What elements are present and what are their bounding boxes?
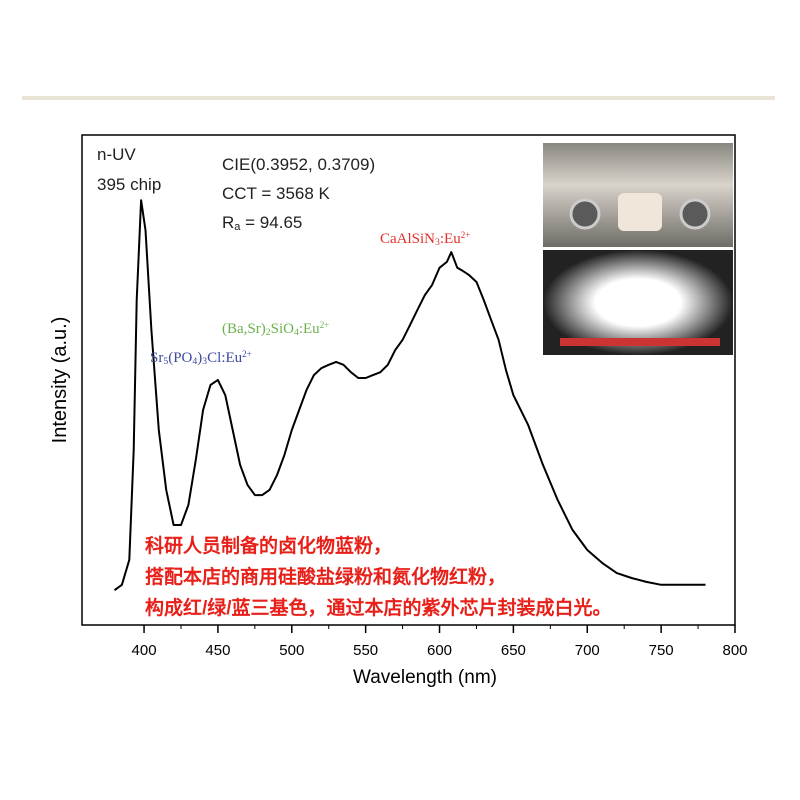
- annotation-part: (Ba,Sr): [222, 321, 266, 337]
- x-tick-label: 700: [575, 642, 600, 659]
- annotation-part: Cl:Eu: [207, 350, 243, 366]
- plot-frame: [81, 134, 736, 626]
- annotation-part: R: [222, 213, 234, 232]
- x-tick-label: 600: [427, 642, 452, 659]
- annotation-part: 395 chip: [97, 175, 161, 194]
- y-axis-label: Intensity (a.u.): [49, 317, 71, 444]
- spectrum-line: [113, 199, 706, 592]
- annotation-part: n-UV: [97, 145, 136, 164]
- annotation-part: (PO: [168, 350, 192, 366]
- annotation-part: Sr: [150, 350, 163, 366]
- annotation-part: = 94.65: [240, 213, 302, 232]
- annotation-part: CaAlSiN: [380, 231, 435, 247]
- annotation: CIE(0.3952, 0.3709): [222, 155, 375, 174]
- separator: [22, 96, 775, 100]
- annotation-part: 2+: [242, 349, 252, 359]
- x-tick-label: 750: [649, 642, 674, 659]
- x-tick-label: 400: [132, 642, 157, 659]
- annotation: 395 chip: [97, 175, 161, 194]
- note-line: 搭配本店的商用硅酸盐绿粉和氮化物红粉，: [145, 565, 506, 588]
- annotation: Ra = 94.65: [222, 213, 302, 233]
- note-line: 构成红/绿/蓝三基色，通过本店的紫外芯片封装成白光。: [145, 596, 612, 619]
- annotation: CaAlSiN3:Eu2+: [380, 230, 470, 247]
- annotation-part: 2+: [320, 320, 330, 330]
- annotation-part: 3: [435, 237, 440, 248]
- x-tick-label: 550: [353, 642, 378, 659]
- annotation-part: ): [197, 350, 202, 366]
- photo-inset: [543, 143, 733, 355]
- x-tick-label: 450: [205, 642, 230, 659]
- x-axis-label: Wavelength (nm): [353, 667, 497, 688]
- annotation-part: CIE(0.3952, 0.3709): [222, 155, 375, 174]
- x-tick-label: 650: [501, 642, 526, 659]
- note-line: 科研人员制备的卤化物蓝粉，: [145, 534, 392, 557]
- annotation-part: SiO: [271, 321, 295, 337]
- annotation-part: 4: [192, 356, 197, 367]
- annotation-part: a: [234, 221, 241, 233]
- annotation-part: CCT = 3568 K: [222, 184, 331, 203]
- annotation-part: 2: [266, 327, 271, 338]
- annotation: (Ba,Sr)2SiO4:Eu2+: [222, 320, 329, 337]
- annotation-part: 2+: [461, 230, 471, 240]
- annotation-part: 4: [294, 327, 299, 338]
- annotation: Sr5(PO4)3Cl:Eu2+: [150, 349, 252, 366]
- annotation-part: 3: [202, 356, 207, 367]
- annotation-part: :Eu: [299, 321, 320, 337]
- x-tick-label: 500: [279, 642, 304, 659]
- x-tick-label: 800: [722, 642, 747, 659]
- annotation: n-UV: [97, 145, 136, 164]
- annotation-part: 5: [163, 356, 168, 367]
- annotation-part: :Eu: [440, 231, 461, 247]
- annotation: CCT = 3568 K: [222, 184, 331, 203]
